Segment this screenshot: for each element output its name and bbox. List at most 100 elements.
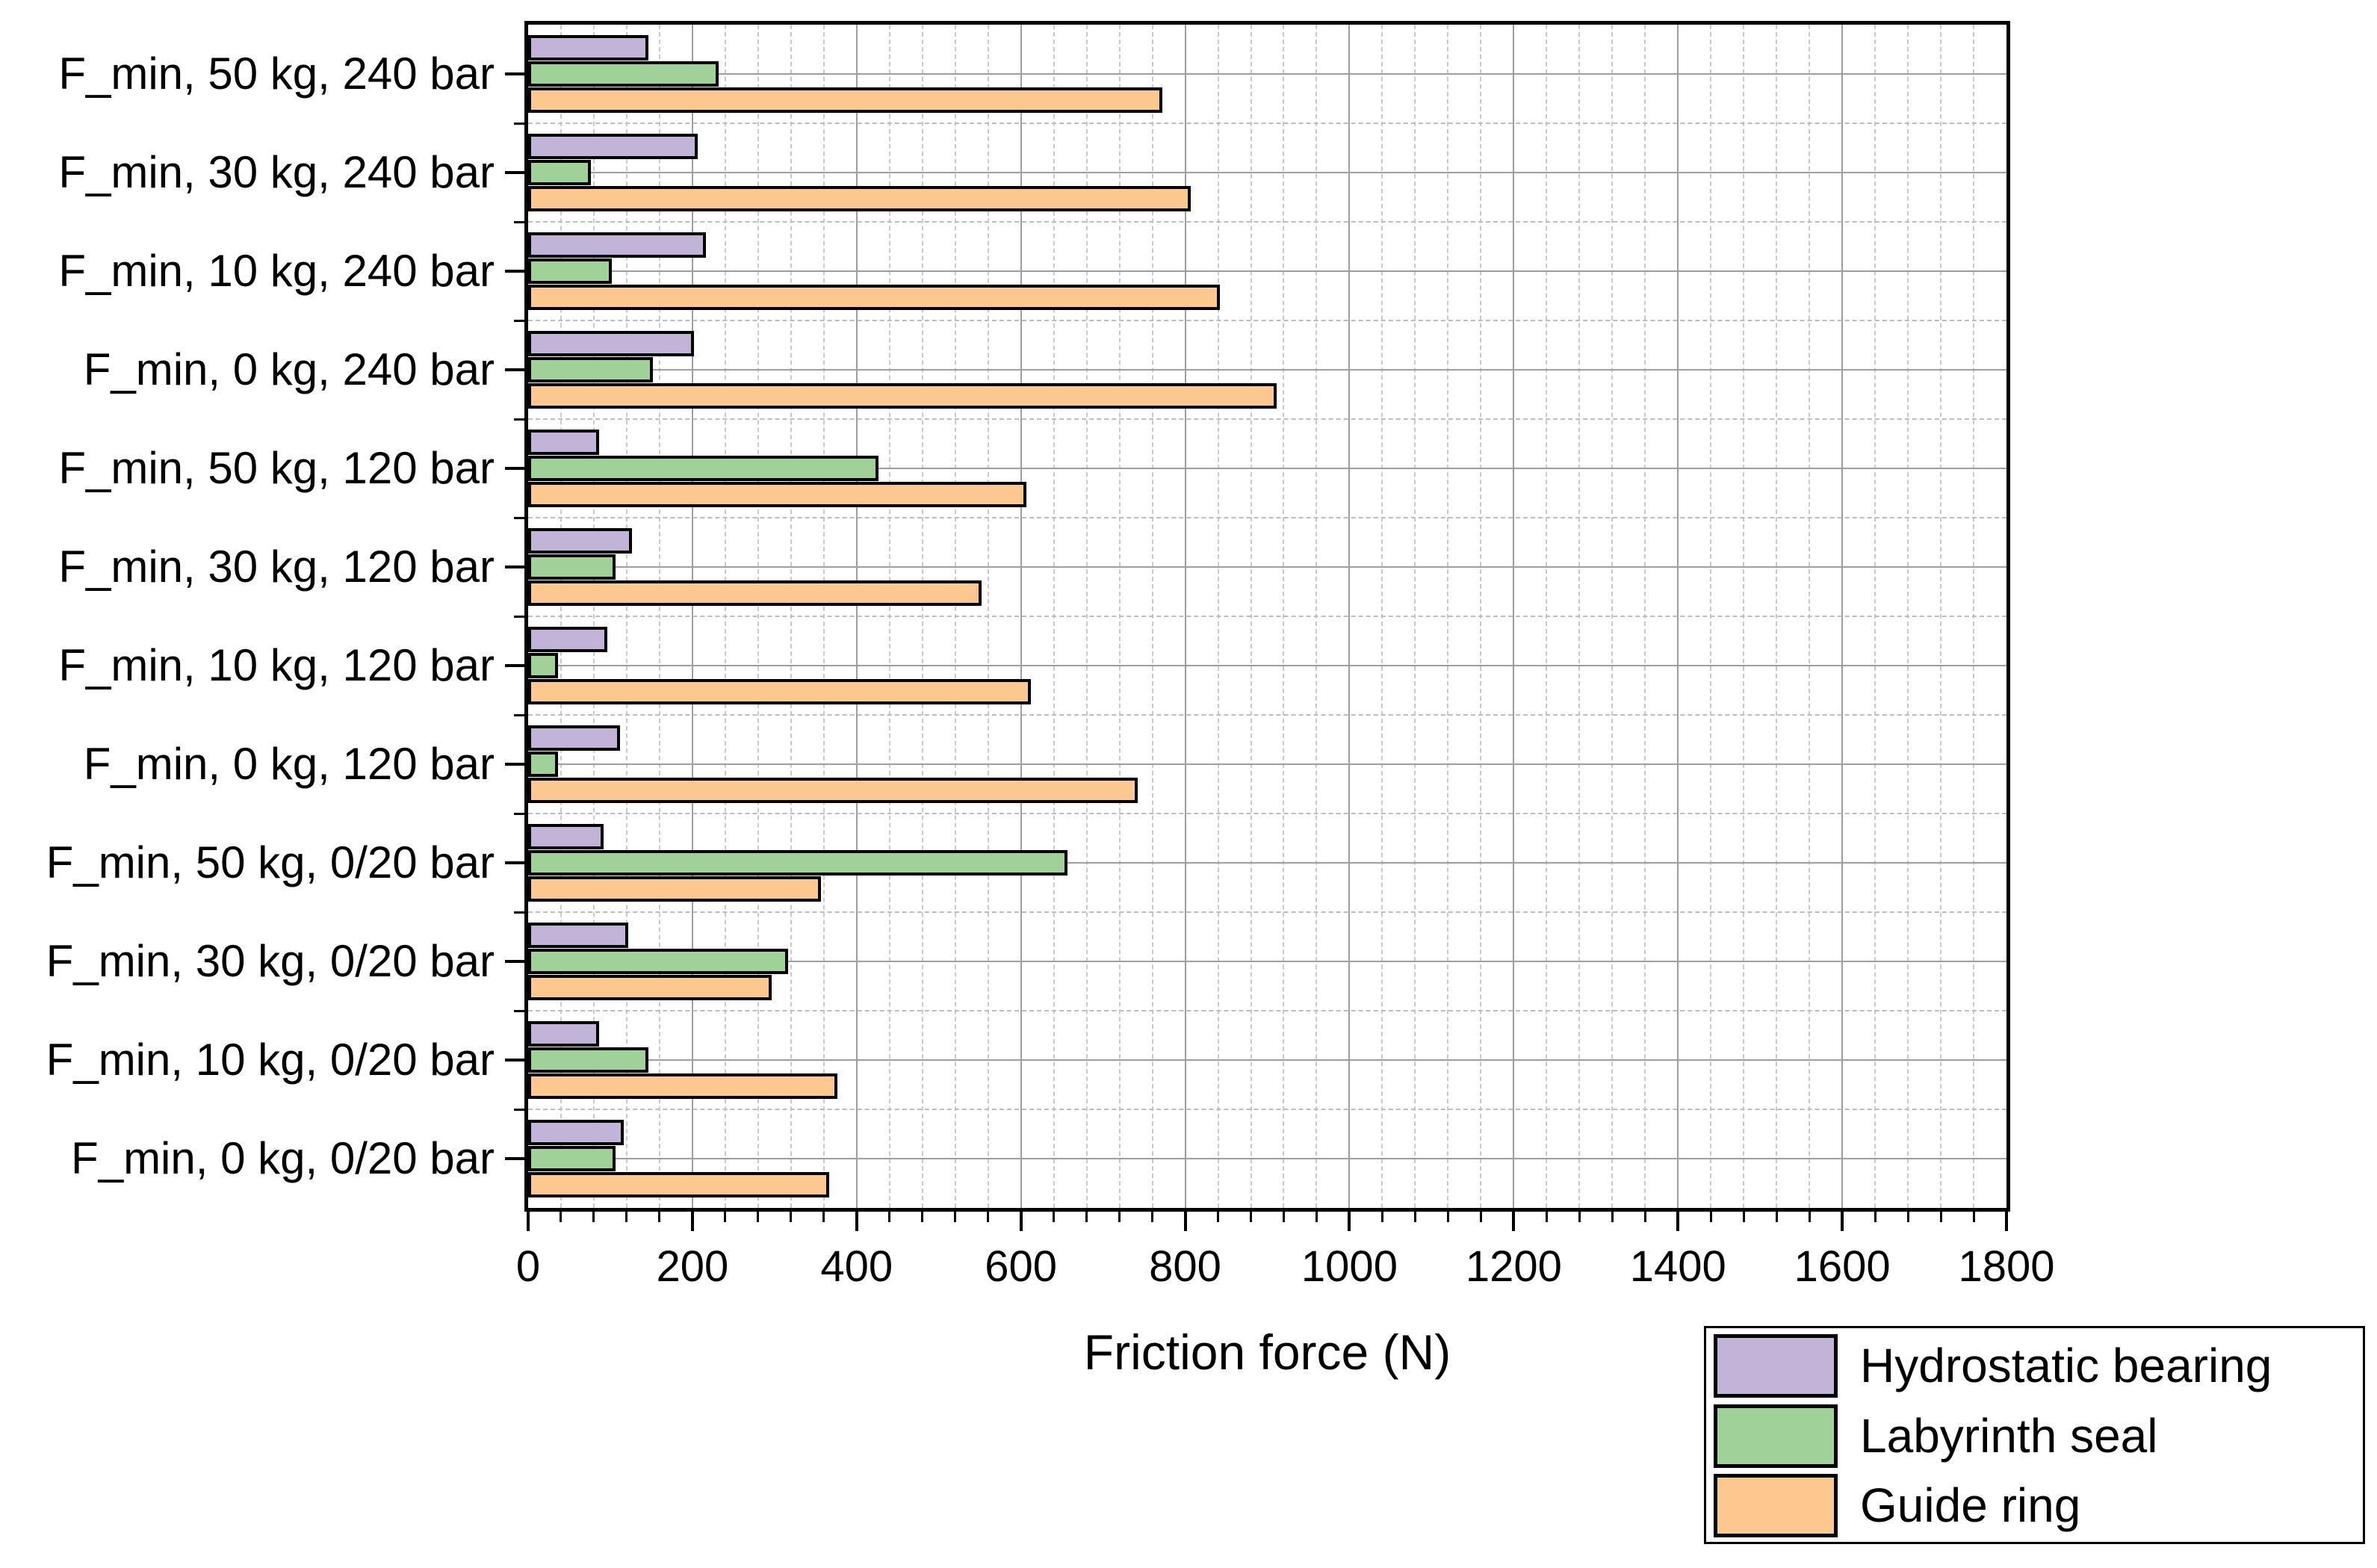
- x-minor-tick: [1479, 1212, 1482, 1222]
- horizontal-major-gridline: [528, 763, 2006, 765]
- x-minor-tick: [1775, 1212, 1778, 1222]
- bar-guide-ring: [528, 285, 1220, 310]
- x-minor-tick: [1578, 1212, 1581, 1222]
- x-minor-tick: [1413, 1212, 1416, 1222]
- horizontal-major-gridline: [528, 961, 2006, 962]
- bar-labyrinth-seal: [528, 850, 1068, 876]
- x-minor-tick: [1250, 1212, 1252, 1222]
- x-major-tick: [855, 1212, 858, 1231]
- x-minor-tick: [888, 1212, 891, 1222]
- horizontal-major-gridline: [528, 73, 2006, 75]
- y-minor-tick: [514, 812, 524, 815]
- x-tick-label: 0: [515, 1242, 541, 1291]
- y-major-tick: [505, 72, 524, 75]
- x-tick-label: 800: [1149, 1242, 1221, 1291]
- horizontal-major-gridline: [528, 862, 2006, 864]
- bar-hydrostatic-bearing: [528, 331, 694, 356]
- y-major-tick: [505, 171, 524, 174]
- x-major-tick: [1512, 1212, 1516, 1231]
- x-tick-label: 400: [820, 1242, 893, 1291]
- bar-labyrinth-seal: [528, 554, 616, 580]
- x-major-tick: [1019, 1212, 1023, 1231]
- bar-guide-ring: [528, 87, 1162, 113]
- horizontal-minor-gridline: [528, 911, 2006, 913]
- y-minor-tick: [514, 911, 524, 914]
- legend: Hydrostatic bearing Labyrinth seal Guide r…: [1704, 1326, 2365, 1544]
- category-label: F_min, 50 kg, 120 bar: [58, 443, 495, 493]
- y-minor-tick: [514, 1108, 524, 1111]
- category-label: F_min, 30 kg, 120 bar: [58, 542, 495, 592]
- legend-swatch-guide-ring: [1714, 1474, 1838, 1537]
- y-major-tick: [505, 565, 524, 568]
- x-minor-tick: [757, 1212, 760, 1222]
- y-minor-tick: [514, 418, 524, 421]
- bar-hydrostatic-bearing: [528, 430, 600, 455]
- y-minor-tick: [514, 713, 524, 716]
- horizontal-major-gridline: [528, 270, 2006, 272]
- y-major-tick: [505, 467, 524, 470]
- bar-hydrostatic-bearing: [528, 923, 628, 948]
- bar-guide-ring: [528, 876, 822, 902]
- bars-layer: [528, 25, 2006, 1208]
- x-major-tick: [1348, 1212, 1351, 1231]
- bar-labyrinth-seal: [528, 752, 559, 777]
- bar-labyrinth-seal: [528, 1047, 649, 1073]
- category-label: F_min, 50 kg, 240 bar: [58, 49, 495, 99]
- category-label: F_min, 10 kg, 240 bar: [58, 246, 495, 296]
- bar-hydrostatic-bearing: [528, 1021, 600, 1047]
- x-major-tick: [690, 1212, 694, 1231]
- bar-hydrostatic-bearing: [528, 627, 608, 652]
- x-tick-label: 600: [985, 1242, 1058, 1291]
- horizontal-minor-gridline: [528, 221, 2006, 223]
- y-minor-tick: [514, 319, 524, 322]
- x-major-tick: [2005, 1212, 2008, 1231]
- x-minor-tick: [1282, 1212, 1285, 1222]
- legend-swatch-labyrinth-seal: [1714, 1404, 1838, 1468]
- gridlines: [528, 25, 2006, 1208]
- x-minor-tick: [658, 1212, 661, 1222]
- category-label: F_min, 0 kg, 0/20 bar: [71, 1133, 495, 1183]
- x-minor-tick: [1085, 1212, 1088, 1222]
- x-minor-tick: [1446, 1212, 1449, 1222]
- bar-hydrostatic-bearing: [528, 725, 620, 751]
- y-major-tick: [505, 763, 524, 766]
- category-label: F_min, 30 kg, 240 bar: [58, 147, 495, 197]
- x-minor-tick: [560, 1212, 563, 1222]
- bar-guide-ring: [528, 778, 1138, 803]
- x-major-tick: [1676, 1212, 1680, 1231]
- y-minor-tick: [514, 516, 524, 519]
- x-major-tick: [1841, 1212, 1844, 1231]
- y-minor-tick: [514, 615, 524, 618]
- horizontal-minor-gridline: [528, 320, 2006, 321]
- horizontal-major-gridline: [528, 172, 2006, 173]
- bar-labyrinth-seal: [528, 949, 789, 974]
- bar-guide-ring: [528, 679, 1031, 704]
- x-minor-tick: [1643, 1212, 1646, 1222]
- x-tick-label: 1600: [1794, 1242, 1891, 1291]
- bar-hydrostatic-bearing: [528, 528, 633, 554]
- horizontal-minor-gridline: [528, 418, 2006, 420]
- x-axis-title: Friction force (N): [1083, 1324, 1451, 1380]
- x-minor-tick: [724, 1212, 727, 1222]
- horizontal-major-gridline: [528, 369, 2006, 371]
- bar-labyrinth-seal: [528, 456, 879, 481]
- y-minor-tick: [514, 220, 524, 223]
- horizontal-minor-gridline: [528, 517, 2006, 518]
- bar-guide-ring: [528, 186, 1191, 211]
- y-major-tick: [505, 664, 524, 667]
- bar-hydrostatic-bearing: [528, 35, 649, 61]
- y-major-tick: [505, 960, 524, 963]
- x-minor-tick: [1906, 1212, 1909, 1222]
- x-minor-tick: [1118, 1212, 1121, 1222]
- bar-labyrinth-seal: [528, 357, 653, 382]
- bar-labyrinth-seal: [528, 258, 612, 284]
- x-minor-tick: [921, 1212, 924, 1222]
- category-label: F_min, 50 kg, 0/20 bar: [46, 837, 495, 887]
- category-label: F_min, 0 kg, 120 bar: [83, 739, 495, 789]
- category-label: F_min, 0 kg, 240 bar: [83, 344, 495, 394]
- bar-hydrostatic-bearing: [528, 824, 604, 849]
- x-tick-label: 1800: [1958, 1242, 2055, 1291]
- horizontal-minor-gridline: [528, 616, 2006, 617]
- x-tick-label: 1400: [1629, 1242, 1726, 1291]
